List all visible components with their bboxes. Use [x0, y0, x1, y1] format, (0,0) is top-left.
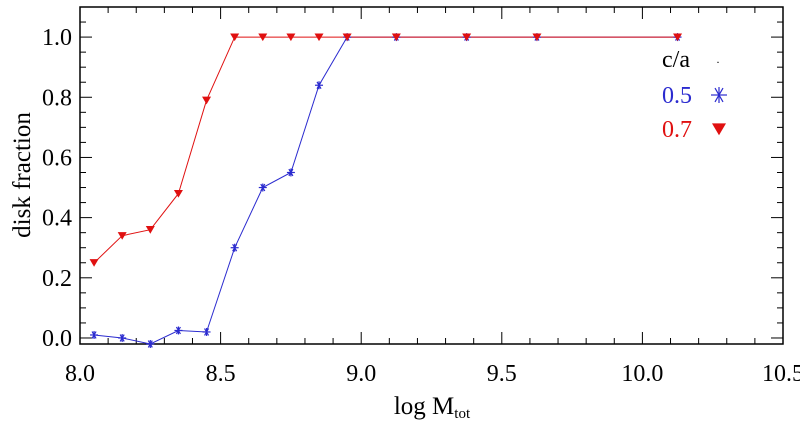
x-tick-label: 10.0	[621, 361, 663, 387]
data-point-0.5	[286, 168, 295, 177]
legend-triangle	[712, 123, 726, 136]
data-point-0.7	[391, 33, 401, 42]
y-tick-label: 0.8	[42, 85, 72, 111]
data-point-0.7	[89, 259, 99, 267]
y-tick-label: 0.6	[42, 145, 72, 171]
tick-labels: 8.0 8.5 9.0 9.5 10.0 10.5 0.0 0.2 0.4 0.6 0.8 1.0	[42, 25, 800, 387]
data-point-0.7	[117, 232, 127, 240]
legend-marker-triangle	[712, 123, 726, 136]
x-tick-label: 8.0	[65, 361, 95, 387]
data-point-0.7	[173, 189, 183, 198]
data-point-0.5	[118, 333, 127, 342]
data-point-0.7	[202, 96, 212, 105]
data-point-0.5	[315, 81, 324, 90]
data-point-0.5	[146, 340, 155, 348]
data-point-0.7	[342, 33, 352, 42]
series-markers	[89, 33, 683, 348]
data-point-0.7	[462, 33, 472, 42]
x-tick-label: 9.5	[487, 361, 517, 387]
legend-label-0.7: 0.7	[662, 117, 692, 143]
x-axis-label: log Mtot	[394, 393, 471, 422]
data-point-0.7	[145, 226, 155, 234]
data-point-0.5	[202, 327, 211, 336]
data-point-0.5	[90, 330, 99, 339]
data-point-0.7	[230, 33, 240, 42]
data-point-0.7	[258, 33, 268, 42]
legend-dot: ·	[716, 55, 720, 69]
data-point-0.7	[673, 33, 683, 42]
data-point-0.7	[286, 33, 296, 42]
data-point-0.5	[258, 183, 267, 192]
legend-asterisk	[711, 87, 727, 103]
y-tick-label: 1.0	[42, 25, 72, 51]
legend-marker-asterisk	[711, 87, 727, 103]
y-tick-label: 0.0	[42, 326, 72, 352]
data-point-0.5	[174, 326, 183, 335]
x-axis-label-main: log M	[394, 393, 454, 420]
axis-ticks	[79, 6, 784, 344]
data-point-0.5	[230, 243, 239, 252]
x-axis-label-sub: tot	[454, 406, 471, 422]
legend-label-0.5: 0.5	[662, 83, 692, 109]
data-point-0.7	[314, 33, 324, 42]
plot-frame	[79, 6, 784, 345]
series-line-0.7	[93, 36, 678, 264]
x-tick-label: 8.5	[206, 361, 236, 387]
y-tick-label: 0.4	[42, 206, 72, 232]
y-axis-label: disk fraction	[9, 112, 36, 238]
y-tick-label: 0.2	[42, 266, 72, 292]
data-point-0.7	[532, 33, 542, 42]
legend-title: c/a	[662, 47, 690, 73]
series-lines	[93, 36, 678, 345]
legend: c/a · 0.5 0.7	[662, 47, 727, 143]
x-tick-label: 10.5	[762, 361, 800, 387]
x-tick-label: 9.0	[346, 361, 376, 387]
